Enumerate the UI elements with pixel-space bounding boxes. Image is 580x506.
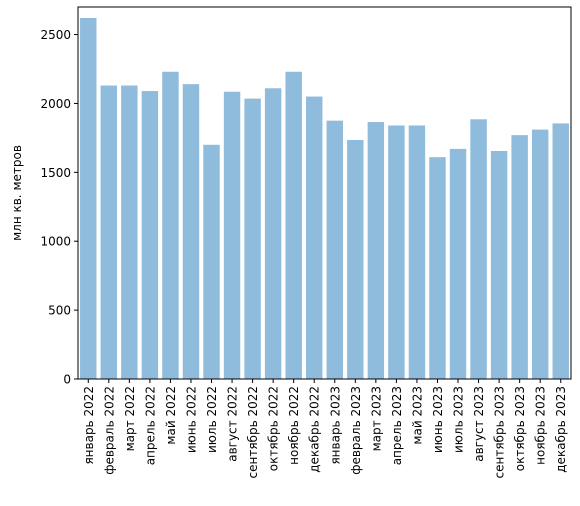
bar-14 — [347, 139, 364, 379]
bar-1 — [80, 18, 97, 380]
x-tick-label: апрель 2022 — [143, 386, 157, 465]
bar-9 — [244, 98, 261, 380]
y-tick-label: 1000 — [40, 235, 71, 249]
x-tick-label: ноябрь 2023 — [534, 386, 548, 465]
bar-4 — [141, 91, 159, 379]
x-tick-label: июнь 2022 — [184, 386, 198, 453]
x-tick-label: август 2023 — [472, 386, 486, 462]
x-tick-label: ноябрь 2022 — [287, 386, 301, 465]
y-tick-label: 2000 — [40, 97, 71, 111]
y-tick-label: 2500 — [40, 28, 71, 42]
bar-6 — [182, 84, 200, 379]
bar-23 — [531, 129, 549, 379]
bars-group — [80, 18, 569, 380]
x-tick-label: август 2022 — [226, 386, 240, 462]
x-tick-label: июль 2022 — [205, 386, 219, 453]
x-tick-label: май 2023 — [410, 386, 424, 445]
x-tick-label: декабрь 2022 — [308, 386, 322, 473]
plot-frame — [77, 6, 572, 380]
x-tick-label: февраль 2023 — [349, 386, 363, 475]
y-tick-label: 1500 — [40, 166, 71, 180]
bar-21 — [490, 150, 508, 379]
bar-10 — [264, 88, 282, 379]
x-tick-label: январь 2022 — [82, 386, 96, 465]
bar-8 — [223, 91, 241, 379]
bar-11 — [285, 71, 302, 379]
bar-3 — [121, 85, 138, 379]
bar-22 — [511, 135, 528, 379]
bar-12 — [306, 96, 323, 379]
bar-13 — [326, 120, 343, 380]
bar-18 — [429, 157, 446, 379]
x-tick-label: апрель 2023 — [390, 386, 404, 465]
x-axis: январь 2022 февраль 2022 март 2022 апрель 2… — [82, 379, 568, 478]
bar-5 — [162, 71, 179, 379]
bar-16 — [388, 125, 405, 380]
bar-20 — [470, 119, 487, 379]
bar-2 — [100, 85, 118, 379]
bar-15 — [367, 122, 385, 379]
bar-19 — [449, 148, 467, 379]
x-tick-label: январь 2023 — [328, 386, 342, 465]
bar-24 — [552, 123, 569, 379]
x-tick-label: май 2022 — [164, 386, 178, 445]
y-axis: 0 500 1000 1500 2000 2500 — [40, 28, 78, 387]
x-tick-label: декабрь 2023 — [554, 386, 568, 473]
x-tick-label: июль 2023 — [452, 386, 466, 453]
x-tick-label: март 2023 — [369, 386, 383, 451]
x-tick-label: июнь 2023 — [431, 386, 445, 453]
x-tick-label: сентябрь 2023 — [493, 386, 507, 478]
y-tick-label: 0 — [63, 373, 71, 387]
bar-17 — [408, 125, 426, 380]
x-tick-label: сентябрь 2022 — [246, 386, 260, 478]
y-axis-label: млн кв. метров — [10, 145, 24, 241]
x-tick-label: октябрь 2023 — [513, 386, 527, 471]
y-tick-label: 500 — [48, 304, 71, 318]
x-tick-label: февраль 2022 — [102, 386, 116, 475]
x-tick-label: октябрь 2022 — [267, 386, 281, 471]
bar-7 — [203, 144, 220, 379]
x-tick-label: март 2022 — [123, 386, 137, 451]
